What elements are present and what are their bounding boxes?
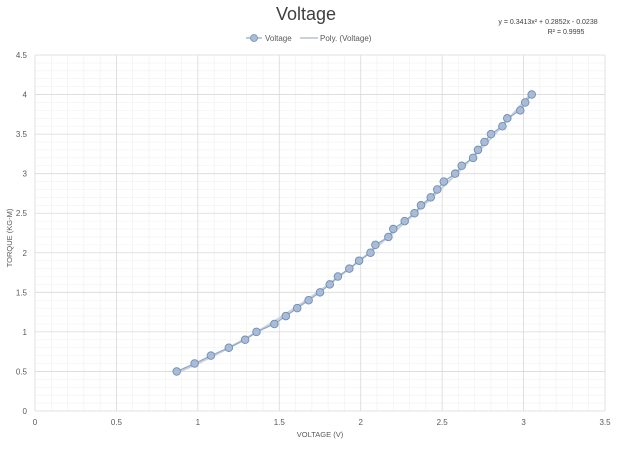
data-point	[325, 280, 335, 289]
x-tick-labels: 0 0.5 1 1.5 2 2.5 3 3.5	[33, 418, 611, 427]
x-tick-label: 0.5	[111, 418, 123, 427]
y-tick-label: 1	[23, 328, 28, 337]
x-tick-label: 1	[196, 418, 201, 427]
y-tick-labels: 0 0.5 1 1.5 2 2.5 3 3.5 4 4.5	[16, 51, 28, 416]
data-point	[172, 367, 181, 376]
data-point	[520, 98, 530, 107]
x-tick-label: 0	[33, 418, 38, 427]
y-tick-label: 0	[23, 407, 28, 416]
legend-voltage-marker	[250, 34, 258, 42]
y-axis-label: TORQUE (KG-M)	[5, 208, 14, 267]
data-point	[486, 129, 496, 139]
y-tick-label: 4	[23, 91, 28, 100]
data-point	[366, 248, 375, 258]
data-point	[480, 137, 489, 147]
data-point	[516, 106, 525, 115]
data-point	[252, 327, 261, 337]
data-point	[468, 153, 478, 163]
legend-poly-label: Poly. (Voltage)	[320, 34, 372, 43]
minor-gridlines	[35, 55, 605, 411]
legend-voltage-label: Voltage	[265, 34, 292, 43]
y-tick-label: 4.5	[16, 51, 28, 60]
data-point	[206, 351, 216, 360]
y-tick-label: 2.5	[16, 209, 28, 218]
data-point	[400, 216, 409, 226]
y-tick-label: 0.5	[16, 367, 28, 376]
data-point	[240, 335, 250, 345]
data-point	[315, 288, 325, 297]
data-point	[389, 224, 398, 234]
legend: Voltage Poly. (Voltage)	[246, 34, 372, 43]
polynomial-trendline	[176, 92, 533, 374]
chart-title: Voltage	[276, 4, 336, 24]
data-point	[371, 240, 380, 250]
trendline-equation: y = 0.3413x² + 0.2852x - 0.0238	[498, 19, 597, 26]
data-point	[433, 185, 442, 194]
data-point	[426, 193, 435, 202]
data-point	[384, 232, 393, 242]
data-point	[292, 303, 302, 313]
x-axis-label: VOLTAGE (V)	[297, 430, 344, 439]
data-point	[281, 311, 291, 321]
data-point	[410, 208, 419, 218]
data-point	[439, 177, 449, 186]
x-tick-label: 3.5	[599, 418, 611, 427]
data-point	[450, 169, 460, 178]
voltage-data-points	[172, 90, 536, 376]
data-point	[457, 161, 466, 171]
y-tick-label: 2	[23, 249, 28, 258]
data-point	[190, 359, 199, 368]
data-point	[503, 114, 512, 123]
x-tick-label: 2	[358, 418, 363, 427]
data-point	[345, 264, 354, 273]
data-point	[473, 145, 483, 155]
data-point	[416, 201, 426, 210]
data-point	[270, 319, 279, 329]
y-tick-label: 3	[23, 170, 28, 179]
data-point	[498, 121, 507, 131]
x-tick-label: 2.5	[437, 418, 449, 427]
trendline-r-squared: R² = 0.9995	[548, 29, 585, 36]
data-point	[354, 256, 364, 265]
data-point	[333, 272, 343, 281]
x-tick-label: 1.5	[274, 418, 286, 427]
data-point	[527, 90, 536, 99]
major-gridlines	[34, 54, 606, 412]
data-point	[224, 343, 234, 352]
y-tick-label: 3.5	[16, 130, 28, 139]
voltage-series-line	[176, 94, 533, 372]
data-point	[304, 295, 313, 305]
y-tick-label: 1.5	[16, 288, 28, 297]
x-tick-label: 3	[521, 418, 526, 427]
